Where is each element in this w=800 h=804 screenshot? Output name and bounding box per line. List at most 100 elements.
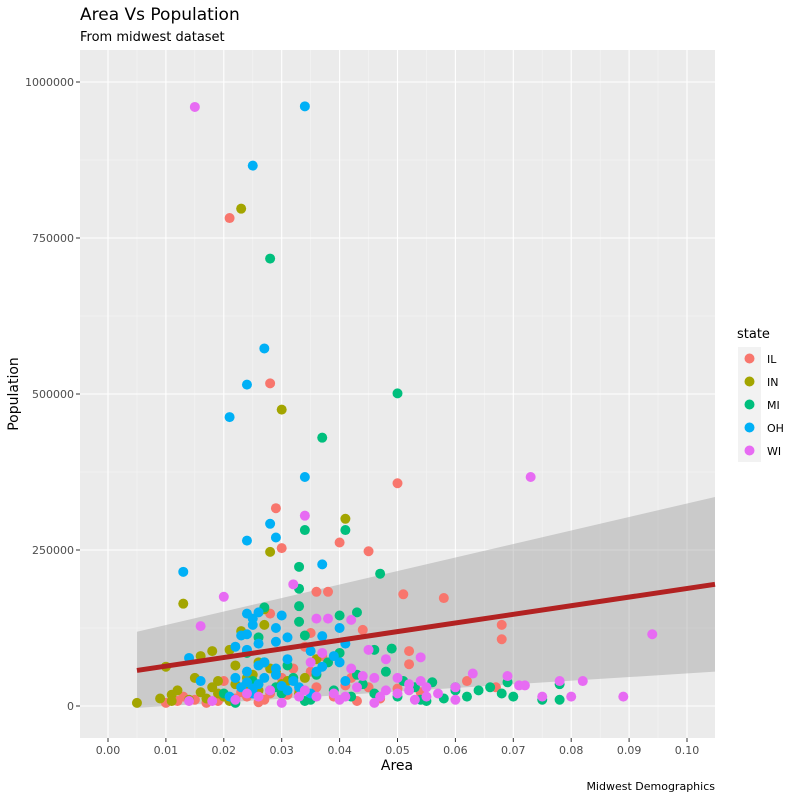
confidence-band-area	[136, 496, 715, 708]
data-point-wi	[519, 680, 530, 691]
data-point-wi	[351, 682, 362, 693]
data-point-in	[276, 404, 287, 415]
data-point-oh	[259, 672, 270, 683]
x-axis-ticks: 0.00 0.01 0.02 0.03 0.04 0.05 0.06 0.07 0.08 0.09…	[96, 738, 699, 757]
data-point-wi	[207, 696, 218, 707]
data-point-in	[155, 693, 166, 704]
trend-line	[136, 581, 716, 673]
data-point-il	[404, 646, 415, 657]
data-point-wi	[421, 682, 432, 693]
data-point-mi	[317, 432, 328, 443]
x-axis-label: Area	[381, 758, 413, 774]
data-point-wi	[433, 688, 444, 699]
data-point-oh	[276, 610, 287, 621]
legend-swatch-wi	[744, 445, 755, 456]
data-point-oh	[241, 379, 252, 390]
data-point-wi	[346, 614, 357, 625]
data-point-wi	[311, 691, 322, 702]
data-point-oh	[288, 676, 299, 687]
data-point-oh	[253, 638, 264, 649]
data-point-in	[207, 646, 218, 657]
data-point-wi	[525, 471, 536, 482]
data-point-wi	[195, 621, 206, 632]
data-point-il	[398, 589, 409, 600]
data-point-wi	[467, 668, 478, 679]
data-point-wi	[328, 688, 339, 699]
y-axis-label: Population	[6, 357, 22, 431]
data-point-oh	[270, 532, 281, 543]
x-tick-label: 0.01	[154, 744, 179, 757]
data-point-il	[323, 586, 334, 597]
data-point-oh	[270, 636, 281, 647]
data-point-oh	[334, 623, 345, 633]
y-tick-label: 500000	[32, 388, 74, 401]
x-tick-label: 0.08	[559, 744, 584, 757]
data-point-wi	[323, 613, 334, 624]
confidence-band	[136, 496, 715, 708]
data-point-il	[461, 676, 472, 687]
legend: state IL IN MI OH WI	[737, 327, 784, 462]
data-point-il	[392, 478, 403, 489]
data-point-il	[334, 537, 345, 548]
data-point-mi	[294, 561, 305, 572]
data-point-mi	[485, 682, 496, 693]
data-point-oh	[236, 630, 247, 641]
data-point-mi	[386, 643, 397, 654]
data-point-wi	[276, 697, 287, 708]
data-point-wi	[184, 696, 195, 707]
data-point-wi	[305, 657, 316, 668]
x-tick-label: 0.02	[212, 744, 237, 757]
legend-label-in: IN	[767, 376, 778, 389]
x-tick-label: 0.09	[617, 744, 642, 757]
data-point-il	[363, 546, 374, 557]
data-point-mi	[473, 685, 484, 696]
y-tick-label: 250000	[32, 544, 74, 557]
data-point-oh	[259, 343, 270, 354]
data-point-wi	[230, 694, 241, 705]
chart-subtitle: From midwest dataset	[80, 30, 225, 45]
x-tick-label: 0.06	[443, 744, 468, 757]
data-point-oh	[334, 657, 345, 668]
data-point-wi	[537, 691, 548, 702]
x-tick-label: 0.03	[269, 744, 294, 757]
data-point-wi	[369, 672, 380, 683]
data-point-wi	[415, 652, 426, 663]
data-point-wi	[392, 672, 403, 683]
data-point-wi	[421, 691, 432, 702]
data-point-mi	[380, 666, 391, 677]
data-point-mi	[334, 610, 345, 621]
data-point-wi	[554, 676, 565, 687]
data-point-oh	[340, 676, 351, 687]
data-point-wi	[566, 691, 577, 702]
data-point-oh	[282, 632, 293, 643]
data-point-oh	[230, 672, 241, 683]
data-point-oh	[282, 654, 293, 665]
data-point-mi	[375, 568, 386, 579]
data-point-mi	[392, 388, 403, 399]
data-point-mi	[294, 616, 305, 627]
data-point-il	[404, 659, 415, 670]
legend-swatch-il	[744, 353, 755, 364]
data-point-wi	[294, 691, 305, 702]
data-point-oh	[247, 160, 258, 171]
y-axis-ticks: 0 250000 500000 750000 1000000	[25, 76, 80, 713]
data-point-in	[236, 203, 247, 214]
data-point-oh	[230, 641, 241, 652]
data-point-oh	[241, 535, 252, 546]
data-point-il	[276, 543, 287, 554]
data-point-mi	[554, 694, 565, 705]
legend-title: state	[737, 327, 770, 342]
data-point-oh	[178, 566, 189, 577]
data-point-oh	[317, 559, 328, 570]
data-point-mi	[299, 630, 310, 641]
data-point-wi	[317, 647, 328, 658]
x-tick-label: 0.07	[501, 744, 526, 757]
data-point-wi	[288, 579, 299, 590]
data-point-in	[265, 546, 276, 557]
data-point-wi	[450, 694, 461, 705]
data-point-wi	[299, 510, 310, 521]
data-point-wi	[618, 691, 629, 702]
data-point-il	[265, 378, 276, 389]
data-point-in	[131, 697, 142, 708]
data-point-wi	[404, 685, 415, 696]
